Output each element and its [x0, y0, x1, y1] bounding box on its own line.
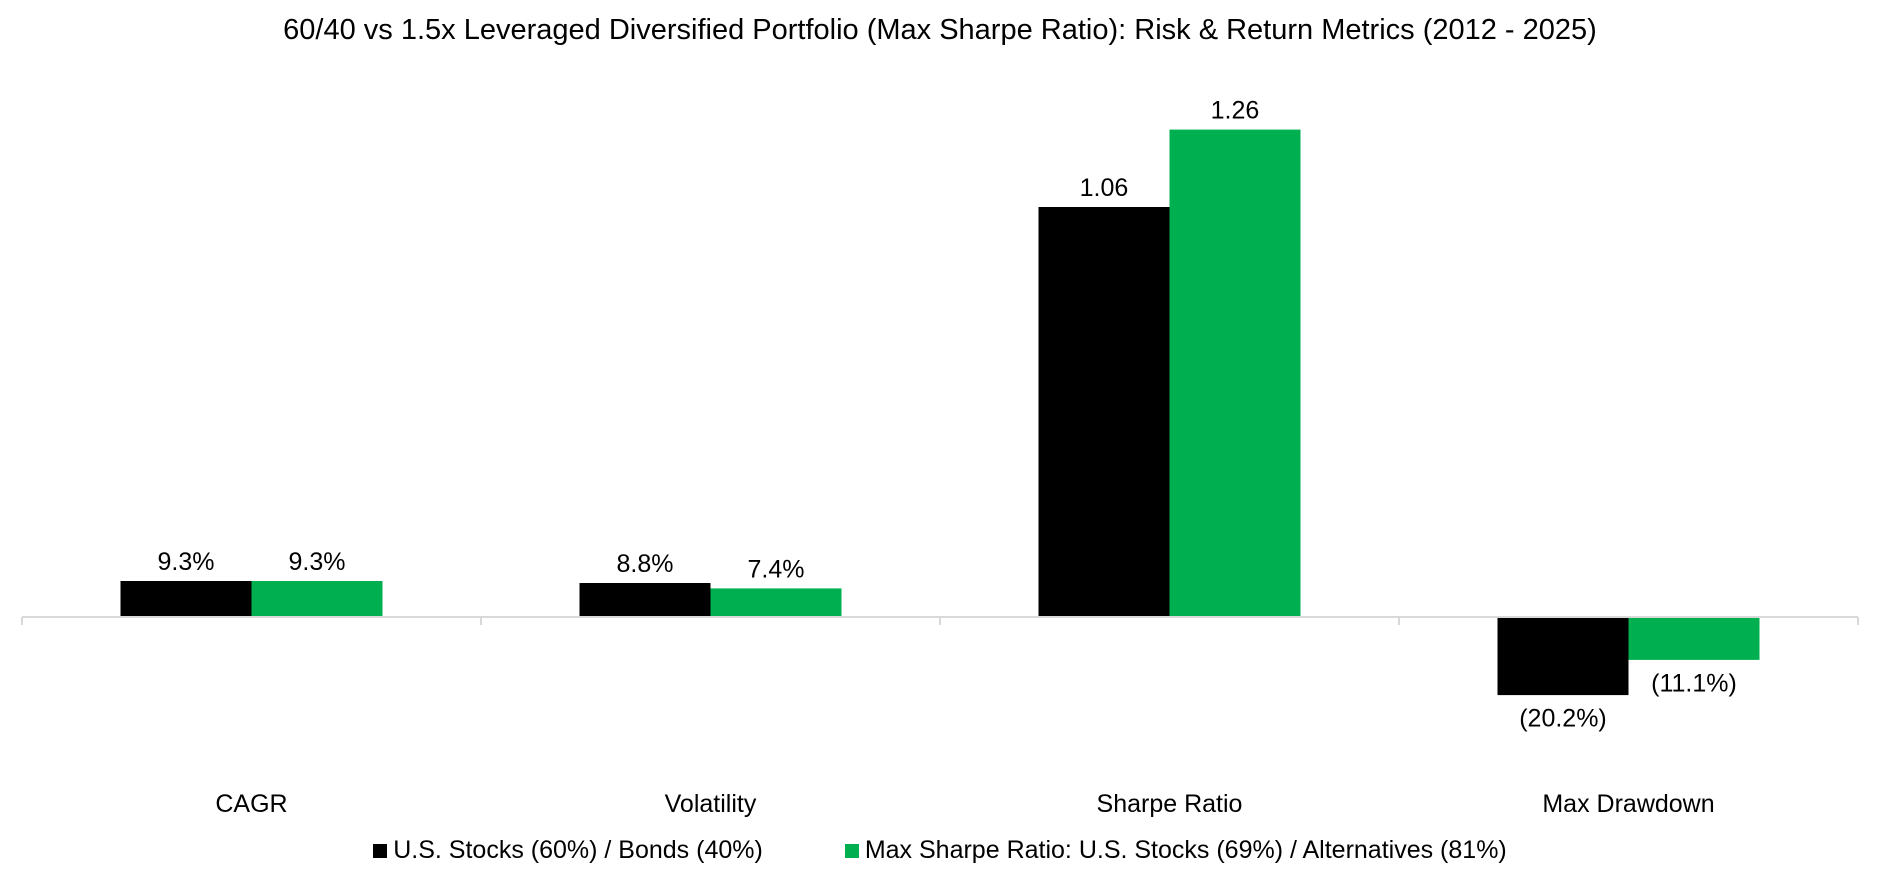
data-label-sharpe-ratio-series-2: 1.26 [1211, 97, 1260, 125]
bar-volatility-series-1 [579, 583, 711, 617]
data-label-cagr-series-2: 9.3% [289, 548, 346, 576]
category-labels-layer: CAGR Volatility Sharpe Ratio Max Drawdown [215, 790, 1714, 818]
bars-layer [120, 129, 1760, 696]
data-labels-layer: 9.3% 9.3% 8.8% 7.4% 1.06 1.26 (20.2%) (11.1%) [158, 97, 1737, 733]
legend: U.S. Stocks (60%) / Bonds (40%) Max Shar… [0, 836, 1880, 865]
legend-item-series-1: U.S. Stocks (60%) / Bonds (40%) [373, 836, 763, 865]
axis-layer [21, 616, 1859, 625]
data-label-max-drawdown-series-1: (20.2%) [1519, 705, 1607, 733]
data-label-cagr-series-1: 9.3% [158, 548, 215, 576]
data-label-volatility-series-1: 8.8% [617, 550, 674, 578]
data-label-max-drawdown-series-2: (11.1%) [1651, 669, 1737, 697]
bar-sharpe-ratio-series-1 [1038, 207, 1170, 617]
legend-swatch-series-2 [844, 843, 859, 858]
legend-label-series-2: Max Sharpe Ratio: U.S. Stocks (69%) / Al… [864, 836, 1507, 864]
chart-title: 60/40 vs 1.5x Leveraged Diversified Port… [283, 14, 1597, 46]
bar-volatility-series-2 [710, 588, 842, 617]
legend-label-series-1: U.S. Stocks (60%) / Bonds (40%) [393, 836, 763, 864]
data-label-sharpe-ratio-series-1: 1.06 [1080, 174, 1129, 202]
bar-cagr-series-2 [251, 581, 383, 617]
bar-max-drawdown-series-2 [1628, 617, 1760, 660]
bar-max-drawdown-series-1 [1497, 617, 1629, 696]
category-label-cagr: CAGR [215, 790, 287, 818]
legend-swatch-series-1 [373, 843, 388, 858]
data-label-volatility-series-2: 7.4% [748, 555, 805, 583]
bar-cagr-series-1 [120, 581, 252, 617]
bar-sharpe-ratio-series-2 [1169, 129, 1301, 617]
legend-item-series-2: Max Sharpe Ratio: U.S. Stocks (69%) / Al… [844, 836, 1507, 865]
category-label-sharpe-ratio: Sharpe Ratio [1097, 790, 1243, 818]
category-label-volatility: Volatility [665, 790, 757, 818]
category-label-max-drawdown: Max Drawdown [1542, 790, 1714, 818]
